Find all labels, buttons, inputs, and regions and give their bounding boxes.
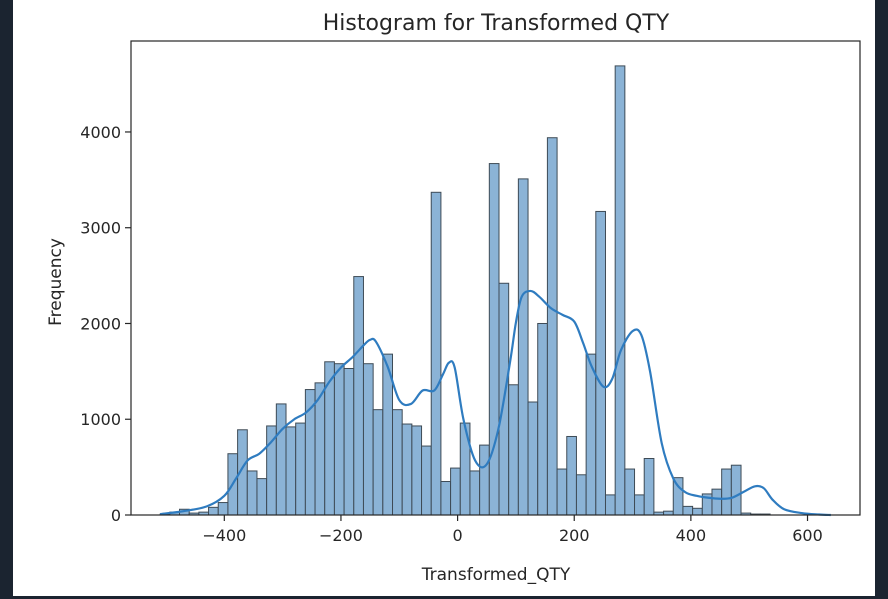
- x-tick-label: −400: [202, 526, 246, 545]
- histogram-bar: [634, 494, 645, 516]
- histogram-bar: [721, 468, 732, 516]
- histogram-bar: [421, 445, 432, 516]
- histogram-bar: [392, 409, 403, 516]
- x-tick-label: 400: [676, 526, 707, 545]
- histogram-bar: [411, 425, 423, 516]
- histogram-bar: [672, 477, 684, 516]
- x-tick-label: 0: [452, 526, 462, 545]
- histogram-bar: [440, 480, 452, 516]
- histogram-bar: [362, 363, 374, 516]
- histogram-bar: [401, 423, 413, 516]
- histogram-bar: [517, 178, 529, 516]
- histogram-bar: [692, 507, 703, 516]
- histogram-bar: [450, 467, 461, 516]
- y-tick-label: 3000: [80, 219, 121, 238]
- y-tick-label: 0: [111, 506, 121, 525]
- histogram-bar: [508, 384, 519, 516]
- histogram-bar: [430, 191, 442, 516]
- x-tick-label: 600: [792, 526, 823, 545]
- histogram-bar: [285, 426, 297, 516]
- histogram-bar: [275, 403, 287, 516]
- histogram-bar: [527, 401, 539, 516]
- x-axis-label: Transformed_QTY: [421, 565, 571, 585]
- histogram-bar: [711, 488, 723, 516]
- x-tick-label: −200: [319, 526, 363, 545]
- histogram-bar: [566, 435, 577, 516]
- chart-title: Histogram for Transformed QTY: [323, 11, 670, 36]
- plot-frame: [130, 40, 861, 516]
- histogram-bar: [488, 163, 500, 516]
- y-tick-label: 4000: [80, 123, 121, 142]
- histogram-bar: [546, 137, 558, 516]
- histogram-bar: [295, 422, 306, 516]
- histogram-bar: [595, 210, 606, 516]
- histogram-bar: [208, 506, 219, 516]
- histogram-bar: [556, 468, 568, 516]
- histogram-bar: [614, 65, 626, 516]
- histogram-bar: [469, 470, 481, 516]
- histogram-bar: [585, 353, 597, 516]
- histogram-chart: Histogram for Transformed QTY −400 −200 0 2…: [46, 11, 861, 585]
- histogram-bar: [256, 478, 268, 516]
- y-tick-label: 2000: [80, 314, 121, 333]
- histogram-bar: [682, 505, 694, 516]
- histogram-bar: [479, 444, 490, 516]
- kde-curve: [160, 289, 831, 517]
- y-axis-ticks: 0 1000 2000 3000 4000: [80, 123, 131, 525]
- histogram-bar: [333, 363, 345, 516]
- histogram-bar: [643, 458, 655, 516]
- histogram-bar: [343, 367, 355, 516]
- histogram-bar: [537, 322, 548, 516]
- histogram-bar: [624, 468, 636, 516]
- histogram-bar: [604, 494, 616, 516]
- bars-group: [159, 65, 771, 516]
- x-axis-ticks: −400 −200 0 200 400 600: [202, 515, 823, 545]
- histogram-bar: [217, 502, 229, 516]
- x-tick-label: 200: [559, 526, 590, 545]
- figure: Histogram for Transformed QTY −400 −200 0 2…: [13, 0, 875, 596]
- histogram-bar: [372, 409, 384, 516]
- histogram-bar: [730, 464, 742, 516]
- y-axis-label: Frequency: [46, 238, 66, 326]
- histogram-bar: [575, 474, 587, 516]
- histogram-bar: [353, 276, 364, 516]
- y-tick-label: 1000: [80, 410, 121, 429]
- histogram-bar: [246, 470, 258, 516]
